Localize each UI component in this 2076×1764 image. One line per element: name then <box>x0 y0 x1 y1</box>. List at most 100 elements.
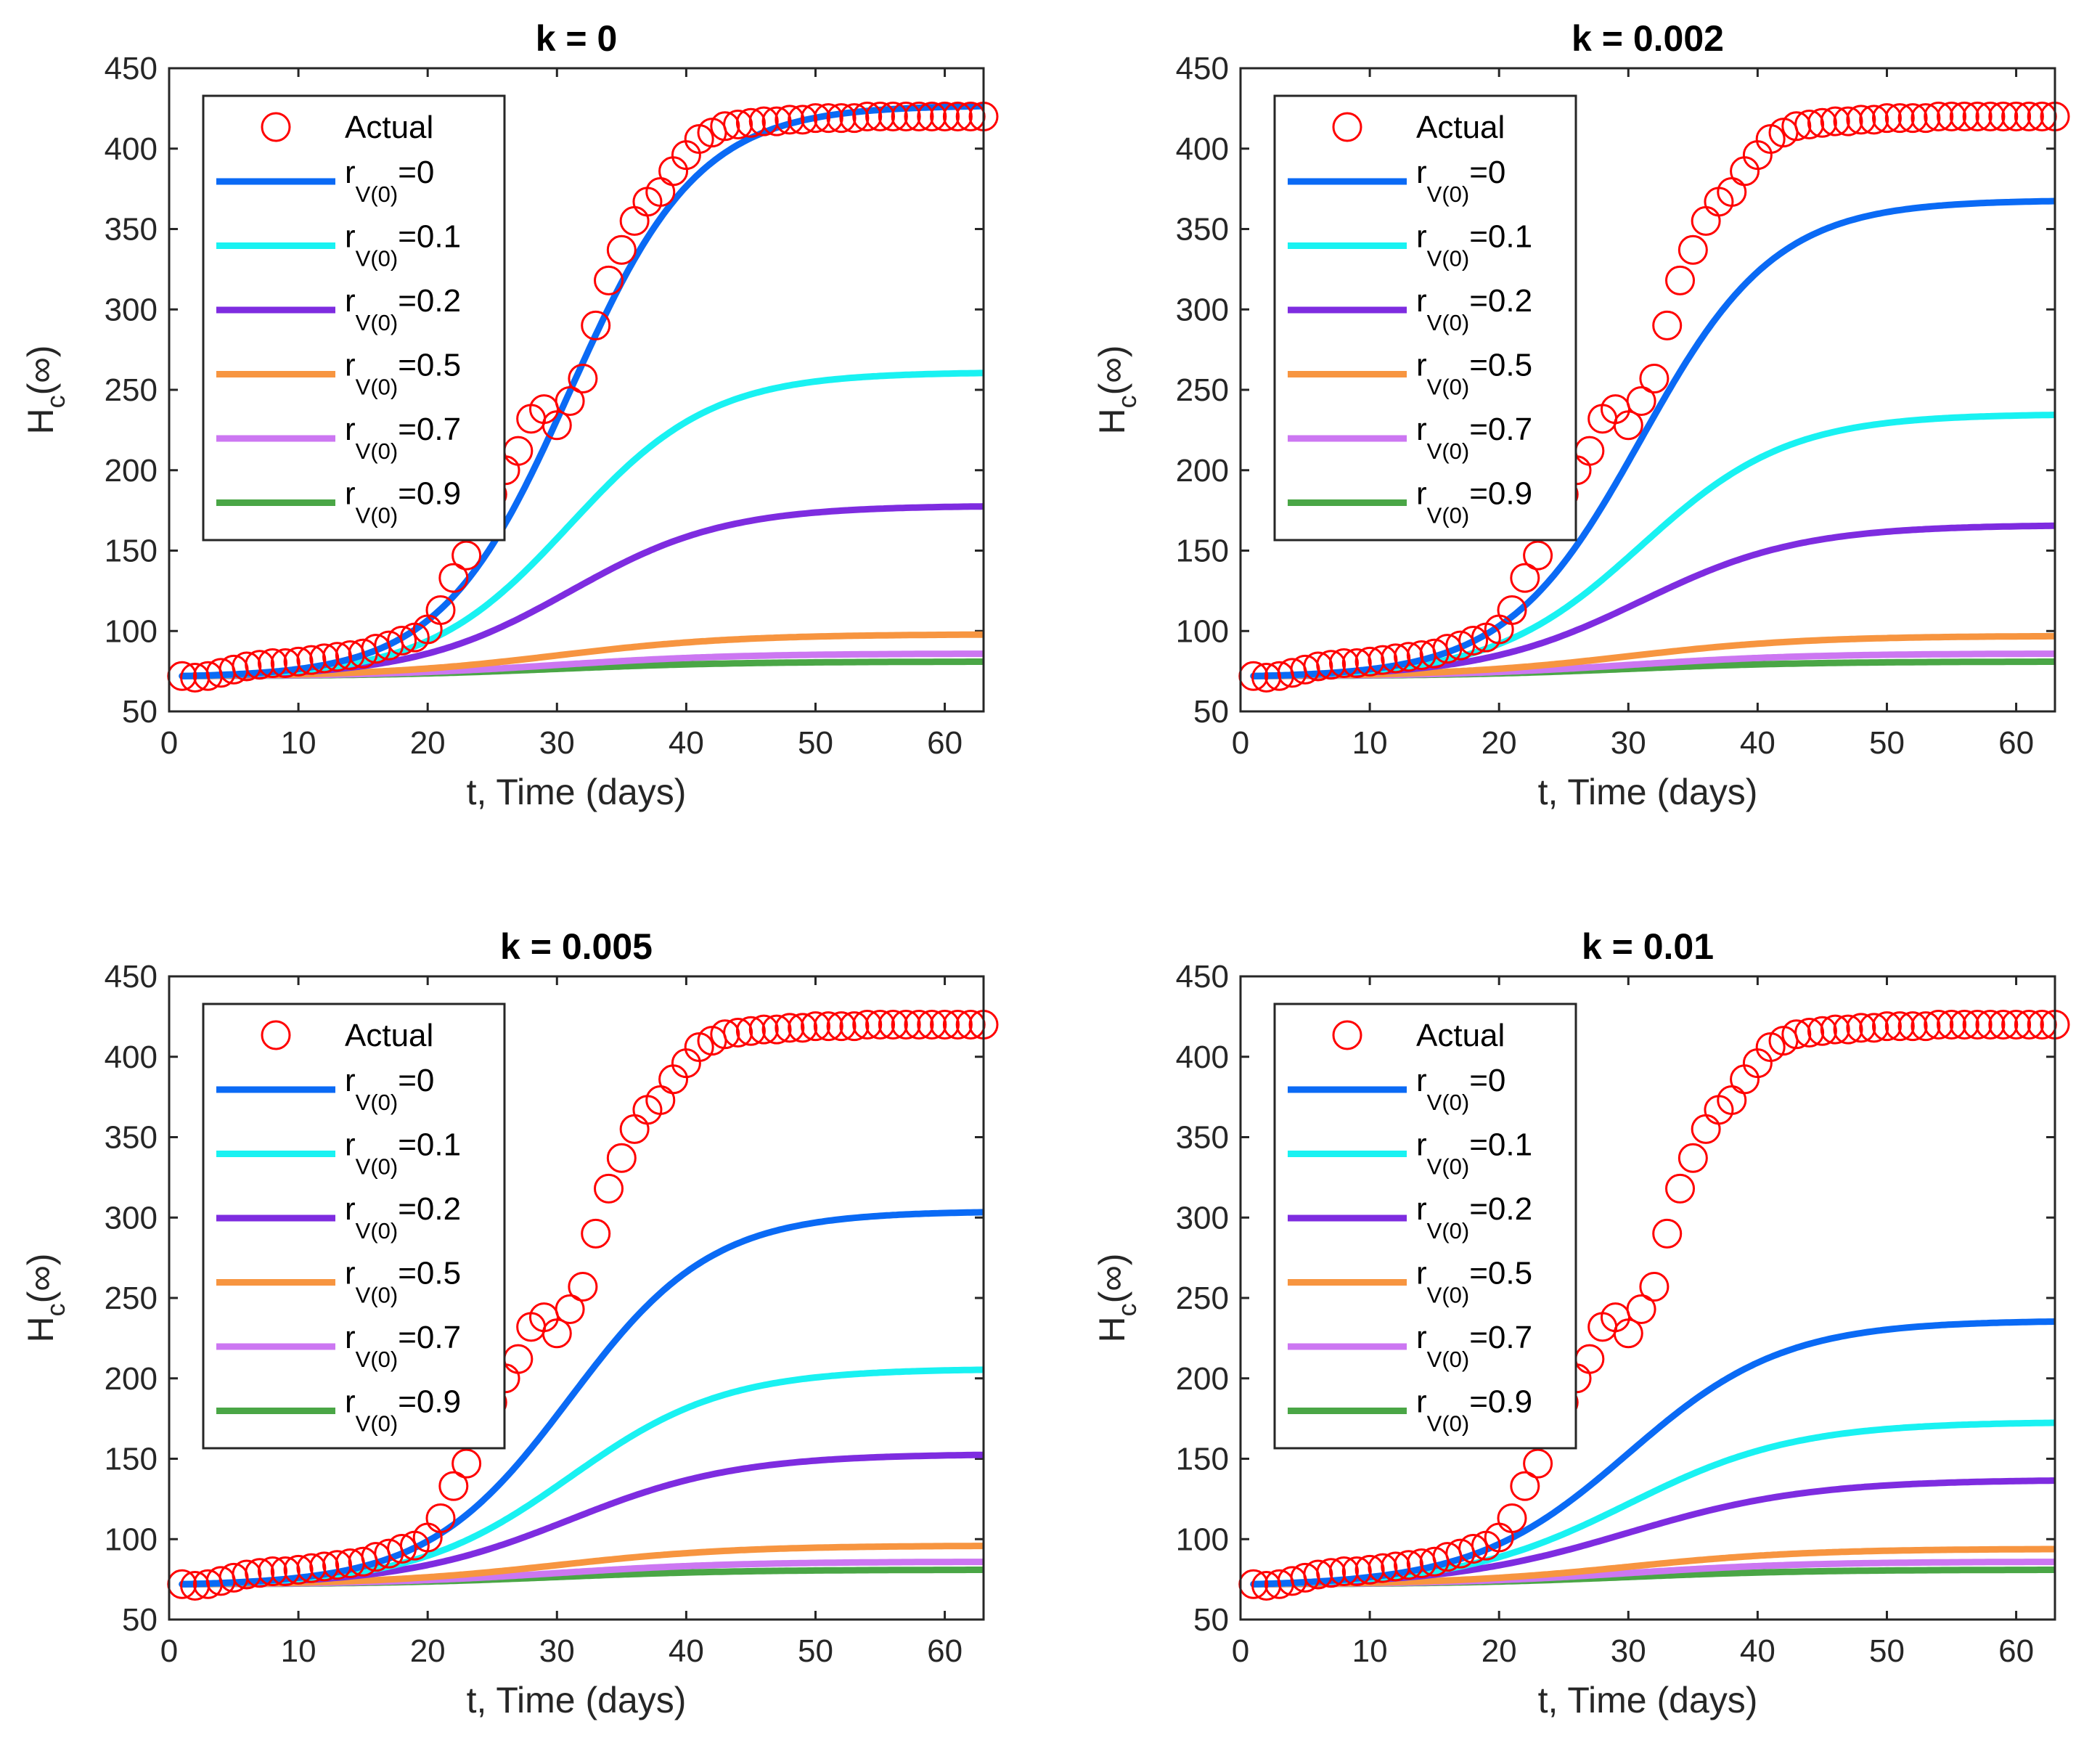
series-line-1 <box>179 1209 984 1588</box>
legend-label-tail: =0.7 <box>1469 412 1532 447</box>
actual-point <box>723 1018 753 1048</box>
y-tick-label: 250 <box>1176 372 1229 408</box>
actual-point <box>826 1011 857 1042</box>
y-tick-label: 200 <box>1176 1361 1229 1397</box>
actual-point <box>1897 1011 1928 1042</box>
chart-title: k = 0.005 <box>500 926 653 967</box>
y-tick-label: 400 <box>1176 1040 1229 1075</box>
chart-panel-3: k = 0.005 50 100 150 200 250 300 350 400 450 0 10 20… <box>20 926 999 1720</box>
x-axis-label: t, Time (days) <box>467 772 687 812</box>
x-tick-label: 30 <box>1611 1633 1646 1669</box>
actual-point <box>1794 110 1825 140</box>
axes-box <box>1239 67 2056 713</box>
actual-point <box>1859 1013 1889 1043</box>
legend-label-1: rV(0)=0 <box>345 1063 434 1115</box>
actual-point <box>1341 1556 1372 1587</box>
legend-label-tail: =0.5 <box>1469 348 1532 383</box>
actual-point <box>581 1218 611 1249</box>
actual-point <box>568 363 598 393</box>
actual-point <box>1897 103 1928 134</box>
actual-point <box>425 1503 456 1533</box>
legend-label-2: rV(0)=0.1 <box>345 1127 461 1180</box>
x-tick-label: 0 <box>160 1633 178 1669</box>
actual-point <box>1884 1011 1915 1042</box>
actual-point <box>2014 1009 2044 1040</box>
actual-point <box>1652 1218 1683 1249</box>
actual-markers <box>167 1009 999 1601</box>
legend-label-2: rV(0)=0.1 <box>345 219 461 271</box>
actual-point <box>1677 234 1708 265</box>
series-line-1 <box>179 102 984 679</box>
actual-point <box>865 1009 896 1040</box>
y-tick-label: 50 <box>1193 1602 1229 1638</box>
legend-label-tail: =0.1 <box>398 219 461 255</box>
legend-label-2: rV(0)=0.1 <box>1416 219 1532 271</box>
legend: ActualrV(0)=0rV(0)=0.1rV(0)=0.2rV(0)=0.5… <box>1273 94 1577 542</box>
actual-point <box>1368 645 1398 675</box>
y-axis-label-tail: (∞) <box>20 1253 61 1303</box>
y-axis-label-sub: c <box>1112 395 1142 408</box>
y-axis-label: Hc(∞) <box>1092 345 1142 434</box>
y-tick-label: 300 <box>1176 292 1229 327</box>
actual-point <box>1807 107 1837 138</box>
y-axis-label-main: H <box>20 1316 61 1342</box>
actual-point <box>775 1013 805 1043</box>
actual-point <box>904 101 934 131</box>
actual-point <box>1523 1448 1553 1479</box>
legend-box <box>1273 1003 1577 1450</box>
legend-label-main: r <box>345 1256 356 1291</box>
legend-label-6: rV(0)=0.9 <box>1416 476 1532 528</box>
legend-label-tail: =0.9 <box>398 1384 461 1420</box>
x-tick-label: 10 <box>1352 1633 1388 1669</box>
legend-label-sub: V(0) <box>356 181 399 207</box>
legend-label-sub: V(0) <box>356 246 399 271</box>
actual-point <box>322 642 353 672</box>
x-tick-label: 60 <box>927 725 963 761</box>
actual-point <box>800 103 830 134</box>
actual-point <box>904 1009 934 1040</box>
legend-label-main: r <box>1416 348 1427 383</box>
legend-label-sub: V(0) <box>356 1347 399 1372</box>
actual-point <box>270 648 301 679</box>
x-tick-label: 20 <box>410 1633 446 1669</box>
actual-point <box>1937 101 1967 131</box>
actual-point <box>761 1014 792 1045</box>
legend-label-main: r <box>1416 1127 1427 1163</box>
actual-point <box>1962 1009 1993 1040</box>
legend-label-4: rV(0)=0.5 <box>1416 348 1532 400</box>
actual-point <box>1303 1559 1333 1590</box>
actual-point <box>710 1019 740 1050</box>
x-axis-label: t, Time (days) <box>467 1680 687 1720</box>
legend-label-tail: =0.1 <box>398 1127 461 1163</box>
legend-label-main: r <box>345 219 356 255</box>
x-axis-label: t, Time (days) <box>1538 772 1758 812</box>
legend-label-actual: Actual <box>345 1018 433 1053</box>
legend-marker-actual <box>261 1020 291 1050</box>
actual-point <box>1833 1014 1863 1045</box>
actual-point <box>1381 643 1411 674</box>
y-tick-label: 250 <box>1176 1281 1229 1316</box>
legend-marker-actual <box>261 112 291 142</box>
y-tick-label: 150 <box>1176 1442 1229 1477</box>
x-axis-label: t, Time (days) <box>1538 1680 1758 1720</box>
actual-point <box>1781 1019 1812 1050</box>
actual-point <box>852 1009 883 1040</box>
actual-point <box>878 101 908 131</box>
actual-point <box>568 1271 598 1302</box>
legend-label-main: r <box>345 1063 356 1098</box>
x-tick-label: 50 <box>798 1633 833 1669</box>
x-tick-label: 40 <box>1740 725 1775 761</box>
actual-point <box>555 1294 585 1325</box>
x-tick-label: 0 <box>1232 725 1249 761</box>
legend-label-actual: Actual <box>1416 110 1505 145</box>
series-line-1 <box>1250 197 2055 679</box>
legend-marker-actual <box>1332 112 1362 142</box>
actual-point <box>1911 103 1941 134</box>
legend-label-1: rV(0)=0 <box>345 155 434 207</box>
actual-point <box>1846 105 1876 135</box>
actual-point <box>735 1016 766 1046</box>
legend-label-main: r <box>1416 1063 1427 1098</box>
x-tick-label: 60 <box>927 1633 963 1669</box>
actual-point <box>1781 111 1812 142</box>
y-tick-label: 350 <box>1176 1120 1229 1156</box>
